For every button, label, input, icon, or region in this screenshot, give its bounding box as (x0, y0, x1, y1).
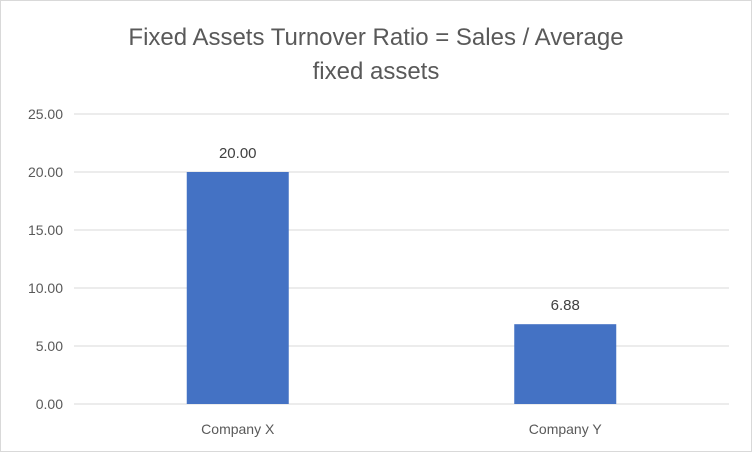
data-label: 20.00 (219, 145, 257, 162)
y-tick-label: 0.00 (36, 396, 63, 412)
y-tick-label: 15.00 (28, 222, 63, 238)
data-label: 6.88 (551, 297, 580, 314)
chart-title-line-1: Fixed Assets Turnover Ratio = Sales / Av… (128, 24, 624, 51)
y-tick-label: 25.00 (28, 106, 63, 122)
bar (514, 324, 617, 404)
y-tick-label: 5.00 (36, 338, 63, 354)
chart-title-line-2: fixed assets (312, 58, 440, 85)
chart-title: Fixed Assets Turnover Ratio = Sales / Av… (1, 21, 751, 89)
y-tick-label: 20.00 (28, 164, 63, 180)
x-category-label: Company Y (529, 421, 603, 437)
x-category-label: Company X (201, 421, 275, 437)
bar (186, 172, 289, 404)
y-tick-label: 10.00 (28, 280, 63, 296)
